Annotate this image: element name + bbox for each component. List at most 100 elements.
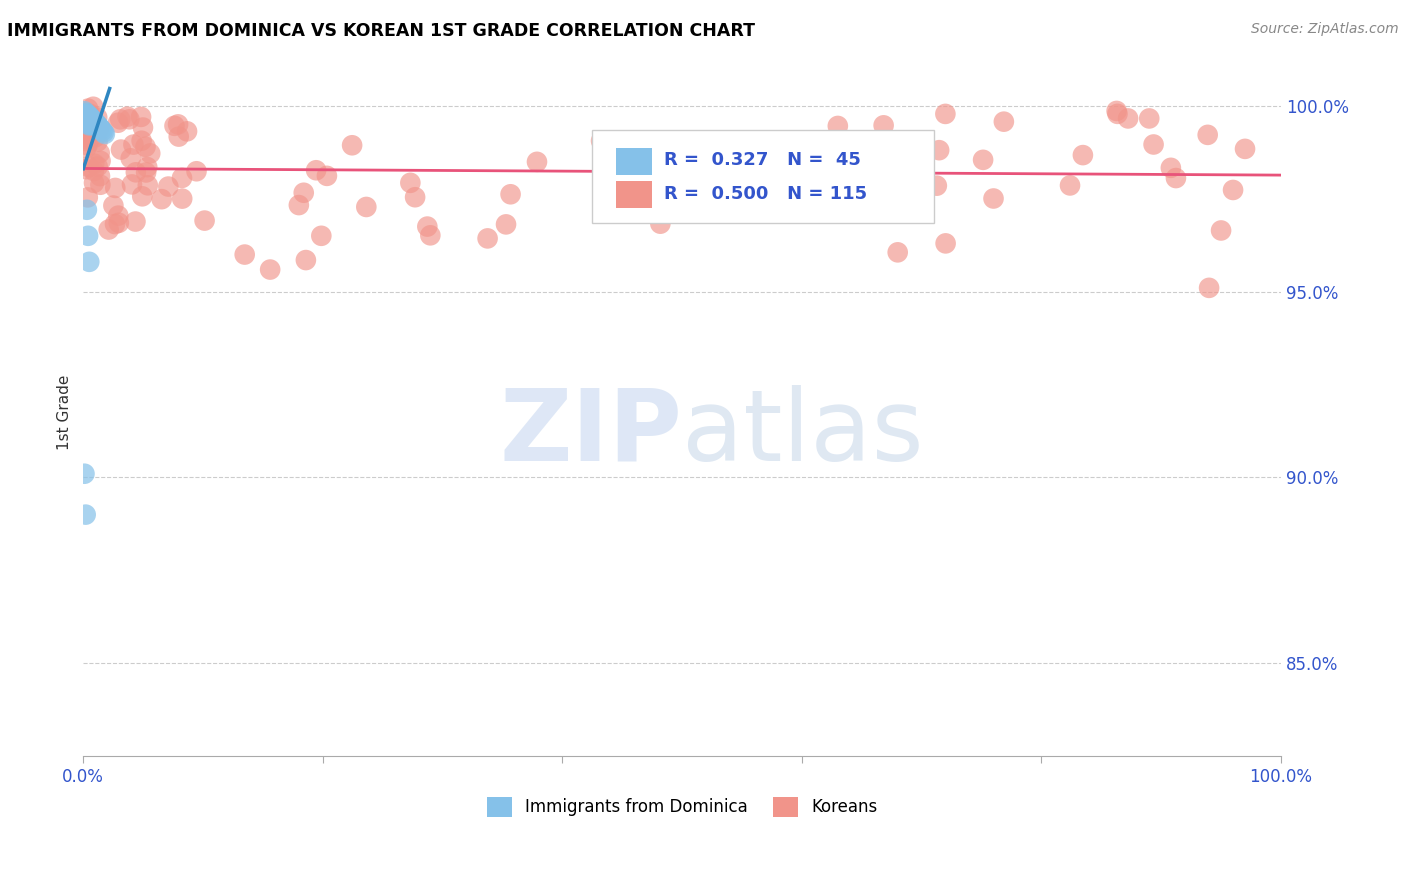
Point — [89, 120, 111, 135]
Point — [76, 138, 98, 153]
Point — [84, 119, 107, 133]
Point — [76, 115, 98, 129]
Point — [97, 222, 120, 236]
Point — [983, 192, 1005, 206]
Point — [77, 115, 100, 129]
FancyBboxPatch shape — [592, 130, 934, 223]
Point — [886, 245, 908, 260]
Point — [79, 114, 101, 128]
Point — [76, 110, 98, 124]
Point — [1116, 112, 1139, 126]
Point — [176, 124, 198, 138]
Point — [89, 169, 111, 183]
Point — [107, 209, 129, 223]
Point — [104, 181, 127, 195]
Point — [613, 181, 636, 195]
Point — [163, 119, 186, 133]
Point — [73, 467, 96, 481]
Point — [292, 186, 315, 200]
Point — [972, 153, 994, 167]
Point — [77, 160, 100, 174]
Point — [79, 117, 101, 131]
Point — [157, 179, 180, 194]
Point — [75, 162, 97, 177]
Point — [605, 142, 627, 156]
Point — [108, 216, 131, 230]
Point — [135, 165, 157, 179]
Point — [1137, 112, 1160, 126]
Point — [93, 125, 115, 139]
Point — [305, 163, 328, 178]
Legend: Immigrants from Dominica, Koreans: Immigrants from Dominica, Koreans — [479, 790, 884, 823]
Point — [121, 178, 143, 192]
Point — [82, 113, 104, 128]
Point — [107, 116, 129, 130]
Point — [356, 200, 378, 214]
Point — [311, 228, 333, 243]
Point — [77, 112, 100, 127]
Point — [259, 262, 281, 277]
Point — [77, 228, 100, 243]
Point — [167, 129, 190, 144]
Point — [117, 110, 139, 124]
Point — [120, 151, 142, 165]
Point — [827, 119, 849, 133]
Point — [75, 132, 97, 146]
Point — [77, 108, 100, 122]
Point — [1197, 128, 1219, 142]
Point — [125, 165, 148, 179]
Point — [1198, 281, 1220, 295]
Point — [76, 112, 98, 127]
Point — [935, 236, 957, 251]
Point — [77, 112, 100, 126]
Point — [526, 154, 548, 169]
Y-axis label: 1st Grade: 1st Grade — [58, 375, 72, 450]
Text: atlas: atlas — [682, 384, 924, 482]
Point — [79, 107, 101, 121]
Point — [83, 176, 105, 190]
Point — [1209, 223, 1232, 237]
Point — [404, 190, 426, 204]
Point — [830, 194, 852, 209]
Point — [86, 111, 108, 125]
Point — [82, 116, 104, 130]
Point — [340, 138, 363, 153]
Point — [170, 170, 193, 185]
Point — [79, 120, 101, 134]
Point — [77, 109, 100, 123]
Point — [172, 192, 194, 206]
Point — [75, 113, 97, 128]
Point — [77, 119, 100, 133]
Text: IMMIGRANTS FROM DOMINICA VS KOREAN 1ST GRADE CORRELATION CHART: IMMIGRANTS FROM DOMINICA VS KOREAN 1ST G… — [7, 22, 755, 40]
Point — [87, 120, 110, 134]
Point — [84, 115, 107, 129]
Point — [94, 127, 117, 141]
Point — [738, 161, 761, 175]
Point — [194, 213, 217, 227]
Point — [186, 164, 208, 178]
Point — [122, 137, 145, 152]
Point — [76, 107, 98, 121]
Point — [80, 118, 103, 132]
Point — [499, 187, 522, 202]
Point — [870, 154, 893, 169]
Point — [86, 135, 108, 149]
Point — [77, 102, 100, 116]
Point — [108, 112, 131, 127]
Point — [136, 160, 159, 174]
Point — [75, 106, 97, 120]
Point — [89, 178, 111, 192]
Point — [73, 110, 96, 124]
Point — [928, 143, 950, 157]
Point — [104, 217, 127, 231]
Point — [90, 153, 112, 168]
Point — [118, 112, 141, 127]
Point — [75, 109, 97, 123]
Point — [129, 110, 152, 124]
Point — [79, 111, 101, 125]
Point — [84, 130, 107, 145]
Point — [76, 122, 98, 136]
Point — [623, 174, 645, 188]
Point — [76, 190, 98, 204]
Point — [1105, 103, 1128, 118]
